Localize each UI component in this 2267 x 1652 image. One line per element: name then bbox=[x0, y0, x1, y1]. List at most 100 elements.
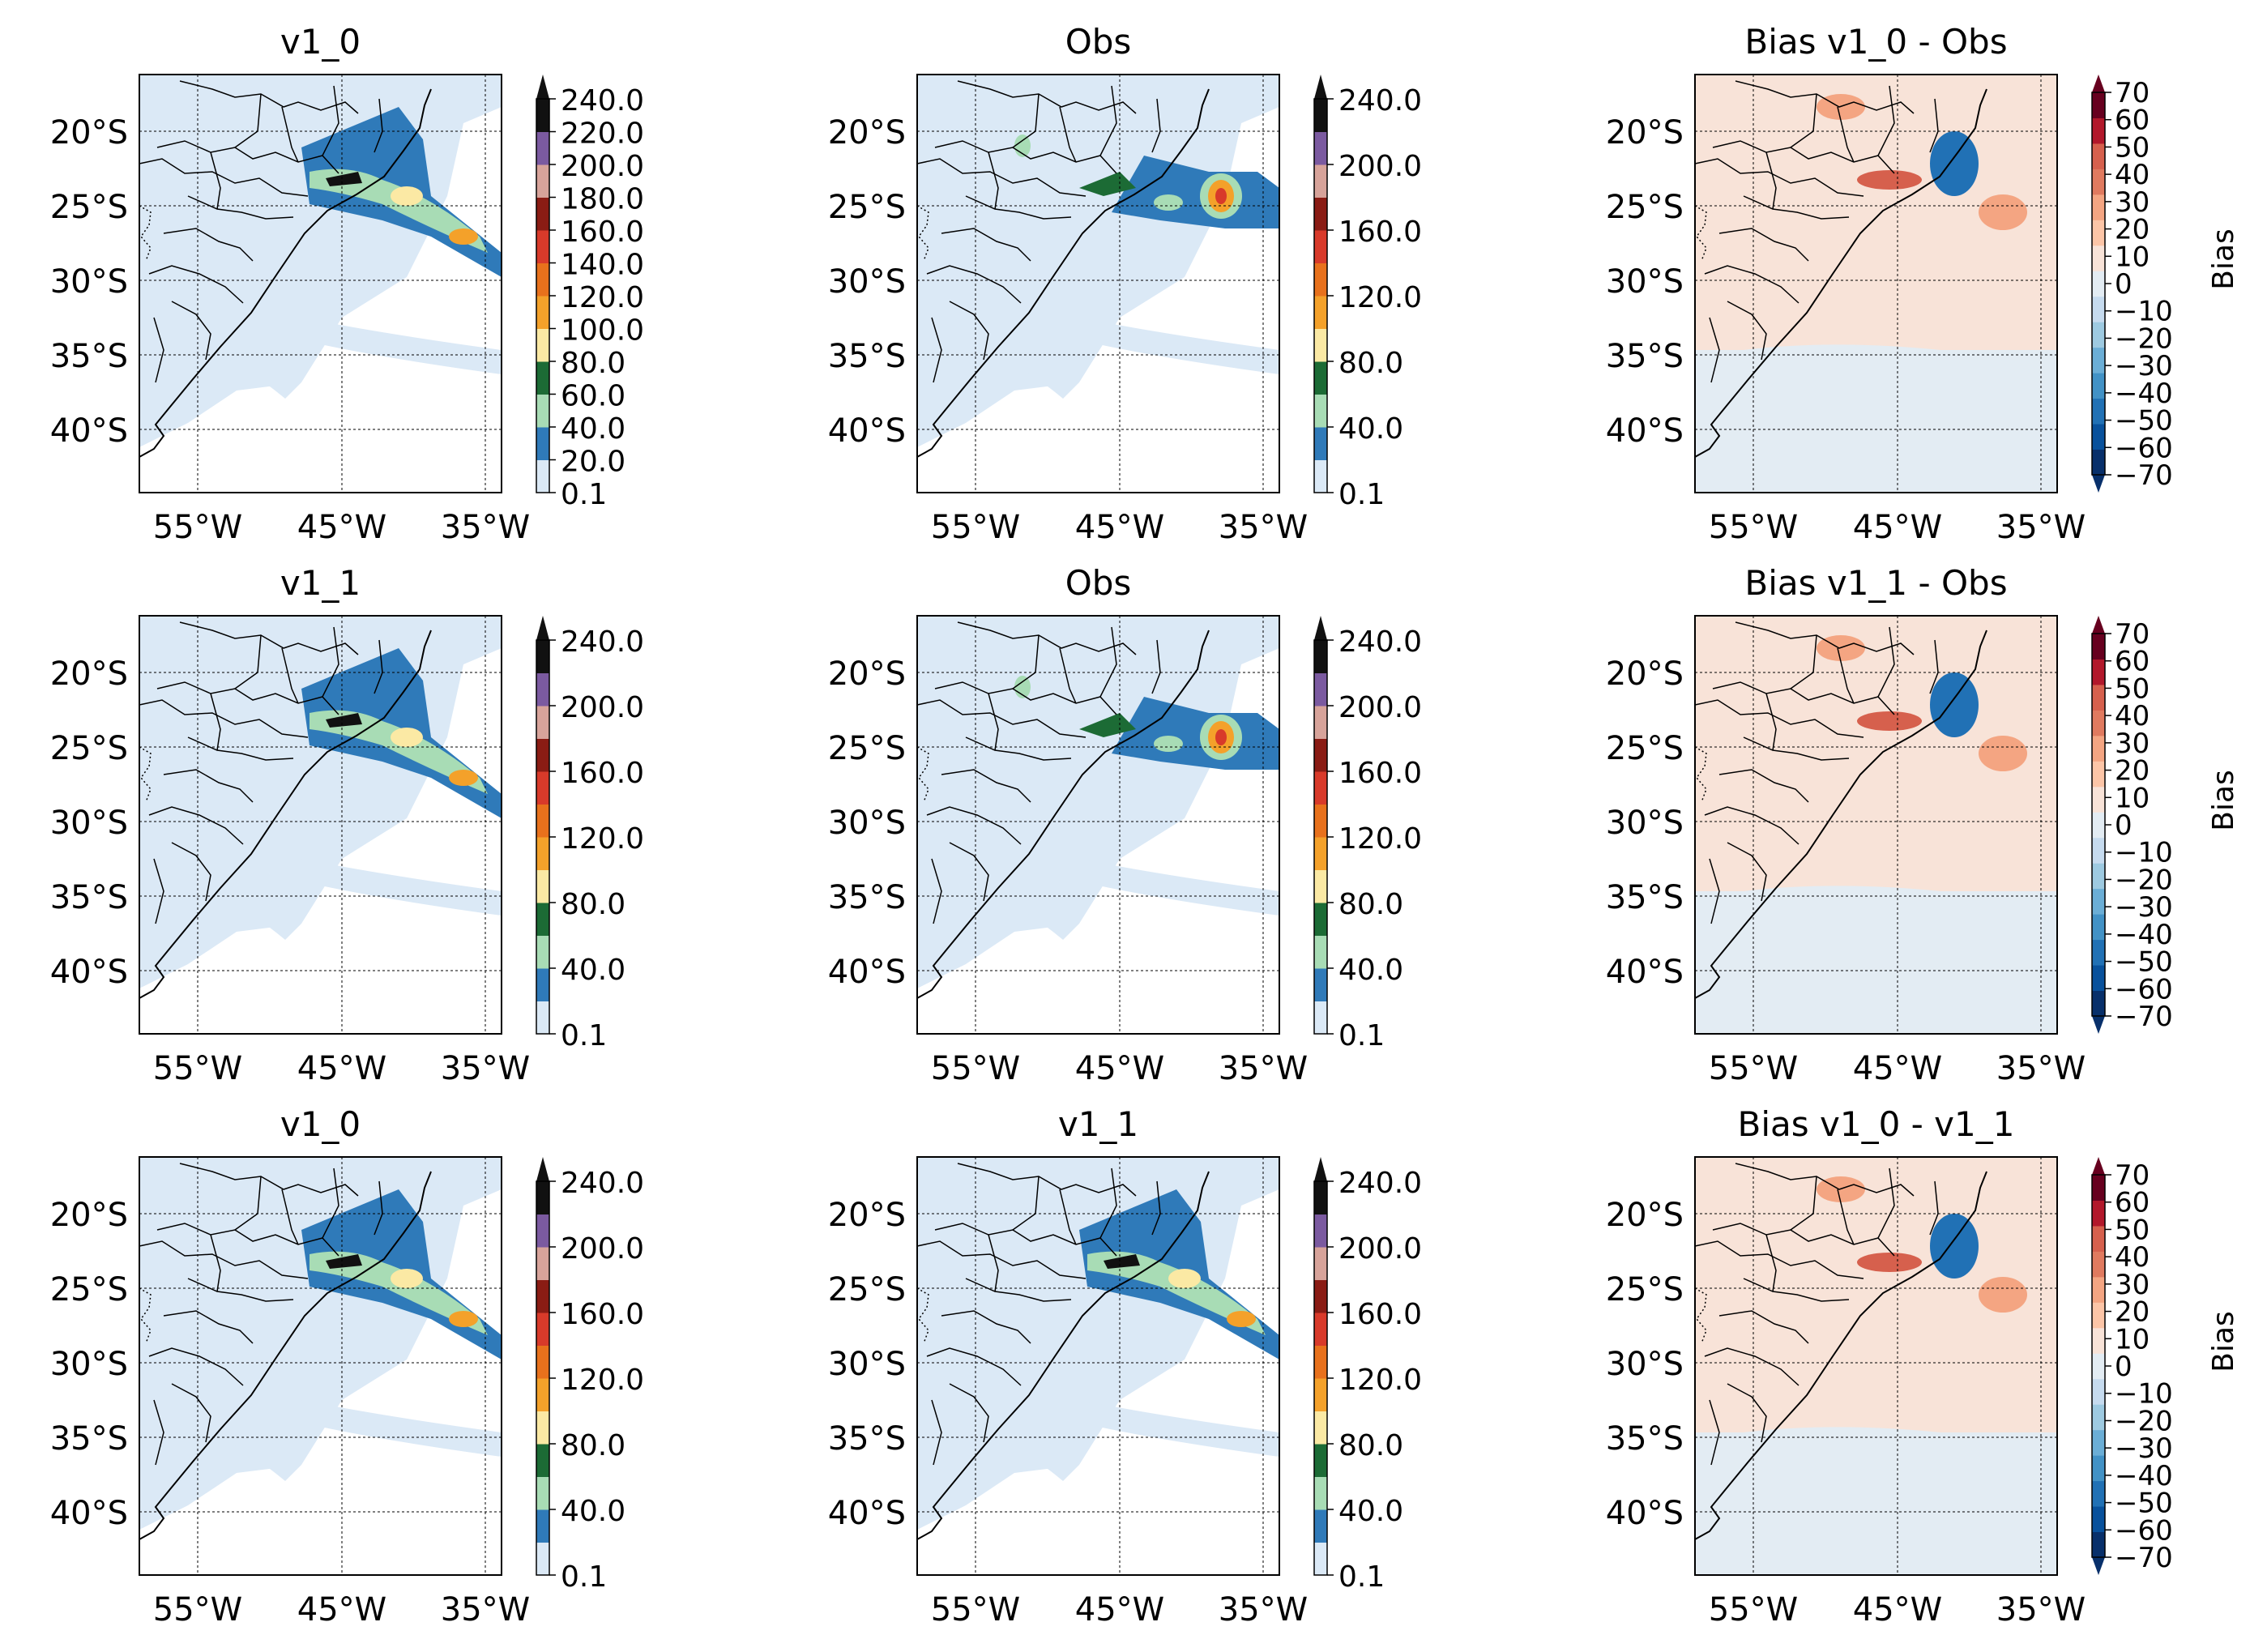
colorbar-segment bbox=[1314, 361, 1327, 395]
country-border bbox=[931, 1399, 942, 1466]
country-border bbox=[926, 1347, 1022, 1386]
colorbar: 240.0 200.0 160.0 120.0 80.0 40.0 0.1 bbox=[1313, 1157, 1422, 1594]
colorbar-tick-label: 80.0 bbox=[561, 888, 625, 921]
colorbar-segment bbox=[2092, 786, 2105, 813]
colorbar-extend-arrow bbox=[2092, 1016, 2105, 1034]
colorbar-segment bbox=[2092, 347, 2105, 374]
country-border bbox=[1712, 1223, 1895, 1257]
precip-cell bbox=[326, 713, 362, 728]
panel-title: v1_1 bbox=[280, 563, 361, 603]
colorbar-segment bbox=[536, 1001, 549, 1035]
border-dotted bbox=[916, 1287, 929, 1344]
colorbar-segment bbox=[2092, 659, 2105, 685]
lat-label: 40°S bbox=[1606, 412, 1684, 450]
lat-label: 30°S bbox=[828, 805, 906, 842]
precip-core bbox=[1087, 1251, 1266, 1335]
colorbar-tick-label: −70 bbox=[2115, 1001, 2173, 1033]
country-border bbox=[281, 647, 299, 704]
map-panel: v1_020°S25°S30°S35°S40°S55°W 45°W 35°W240.… bbox=[50, 22, 644, 546]
colorbar-segment bbox=[1314, 1509, 1327, 1543]
colorbar-segment bbox=[536, 164, 549, 198]
colorbar-segment bbox=[536, 1345, 549, 1379]
colorbar-tick-label: 20 bbox=[2115, 214, 2150, 246]
colorbar-segment bbox=[1314, 672, 1327, 706]
country-border bbox=[1735, 621, 1915, 655]
colorbar-extend-arrow bbox=[536, 75, 549, 99]
colorbar-segment bbox=[2092, 990, 2105, 1017]
country-border bbox=[1012, 1176, 1040, 1231]
colorbar-segment bbox=[2092, 1404, 2105, 1431]
precip-cell bbox=[449, 228, 478, 245]
colorbar-label: Bias bbox=[2207, 1311, 2240, 1372]
lat-label: 35°S bbox=[50, 338, 128, 375]
lat-label: 25°S bbox=[1606, 189, 1684, 226]
country-border bbox=[988, 152, 999, 210]
lat-label: 30°S bbox=[1606, 263, 1684, 301]
precip-cell bbox=[1215, 729, 1227, 745]
precip-cell bbox=[1079, 172, 1136, 196]
panel-title: v1_0 bbox=[280, 1104, 361, 1144]
colorbar-segment bbox=[536, 394, 549, 428]
colorbar-tick-label: 120.0 bbox=[1338, 1364, 1422, 1397]
lat-label: 20°S bbox=[828, 114, 906, 152]
lat-label: 35°S bbox=[1606, 879, 1684, 916]
lon-label: 55°W bbox=[931, 509, 1020, 546]
country-border bbox=[374, 639, 383, 694]
country-border bbox=[1704, 1347, 1800, 1386]
precip-light-area bbox=[917, 75, 1279, 447]
country-border bbox=[210, 693, 221, 751]
colorbar-tick-label: 40.0 bbox=[561, 412, 625, 446]
lat-label: 40°S bbox=[50, 954, 128, 991]
precip-core bbox=[310, 710, 488, 794]
colorbar-extend-arrow bbox=[1314, 1157, 1327, 1181]
bias-positive-cell bbox=[1979, 736, 2027, 771]
bias-negative-area bbox=[1744, 1427, 2057, 1575]
country-border bbox=[1877, 1167, 1895, 1239]
colorbar-tick-label: −50 bbox=[2115, 1488, 2173, 1520]
lon-label: 55°W bbox=[153, 1050, 242, 1087]
colorbar-tick-label: 0.1 bbox=[1338, 1019, 1385, 1052]
lon-label: 45°W bbox=[1075, 509, 1164, 546]
precip-light-area bbox=[966, 318, 1079, 399]
colorbar-segment bbox=[2092, 761, 2105, 788]
colorbar-segment bbox=[536, 935, 549, 969]
colorbar-tick-label: 20 bbox=[2115, 755, 2150, 788]
colorbar-tick-label: −60 bbox=[2115, 432, 2173, 464]
colorbar-segment bbox=[1314, 1247, 1327, 1280]
colorbar-tick-label: 20.0 bbox=[561, 446, 625, 479]
country-border bbox=[988, 1234, 999, 1292]
colorbar: 240.0220.0200.0180.0160.0140.0120.0100.0… bbox=[536, 75, 644, 511]
precip-cell bbox=[1168, 1269, 1201, 1288]
data-field bbox=[139, 616, 502, 988]
colorbar-tick-label: 70 bbox=[2115, 618, 2150, 651]
colorbar-segment bbox=[536, 1411, 549, 1445]
map-frame bbox=[916, 1156, 1280, 1576]
colorbar-tick-label: 50 bbox=[2115, 672, 2150, 705]
lon-label: 45°W bbox=[297, 1591, 386, 1629]
precip-light-area bbox=[966, 859, 1079, 940]
country-border bbox=[1837, 647, 1855, 704]
precip-cell bbox=[1215, 188, 1227, 204]
colorbar-tick-label: 200.0 bbox=[1338, 150, 1422, 183]
colorbar-tick-label: 40.0 bbox=[561, 954, 625, 987]
country-border bbox=[234, 634, 262, 689]
colorbar-label: Bias bbox=[2207, 228, 2240, 290]
colorbar-segment bbox=[1314, 1476, 1327, 1510]
country-border bbox=[1743, 736, 1850, 761]
country-border bbox=[1151, 1180, 1161, 1236]
country-border bbox=[1877, 85, 1895, 156]
colorbar-segment bbox=[2092, 1200, 2105, 1227]
country-border bbox=[1099, 85, 1117, 156]
precip-cell bbox=[391, 728, 423, 747]
colorbar-tick-label: 0.1 bbox=[561, 1560, 607, 1594]
lon-label: 55°W bbox=[153, 509, 242, 546]
country-border bbox=[374, 98, 383, 153]
colorbar-segment bbox=[2092, 296, 2105, 322]
country-border bbox=[1059, 1189, 1077, 1245]
colorbar-segment bbox=[1314, 935, 1327, 969]
country-border bbox=[1929, 639, 1939, 694]
colorbar-tick-label: 200.0 bbox=[1338, 691, 1422, 724]
map-panel: Bias v1_0 - v1_1 20°S 25°S 30°S 35°S 40°S 55°W… bbox=[1606, 1104, 2240, 1629]
country-border bbox=[1790, 93, 1817, 148]
colorbar-tick-label: 240.0 bbox=[561, 625, 644, 659]
